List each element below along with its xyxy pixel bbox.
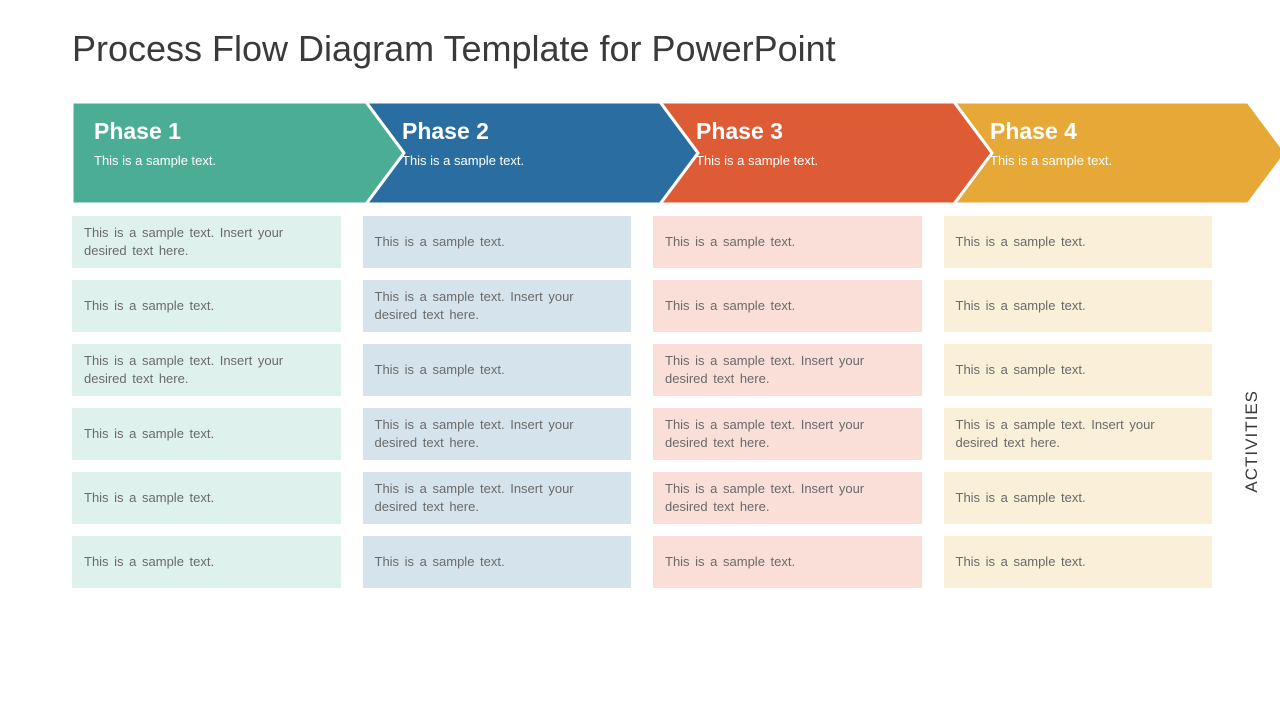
activity-cell: This is a sample text.: [72, 408, 341, 460]
activity-cell: This is a sample text.: [363, 344, 632, 396]
activity-cell: This is a sample text. Insert your desir…: [72, 216, 341, 268]
activity-cell: This is a sample text. Insert your desir…: [363, 408, 632, 460]
activity-cell: This is a sample text. Insert your desir…: [72, 344, 341, 396]
activity-cell: This is a sample text. Insert your desir…: [653, 344, 922, 396]
activity-cell: This is a sample text. Insert your desir…: [363, 472, 632, 524]
activity-cell: This is a sample text.: [653, 216, 922, 268]
activity-cell: This is a sample text.: [944, 536, 1213, 588]
activity-cell: This is a sample text.: [653, 536, 922, 588]
activity-cell: This is a sample text. Insert your desir…: [944, 408, 1213, 460]
phase-title: Phase 1: [94, 118, 216, 145]
activity-cell: This is a sample text.: [72, 280, 341, 332]
phase-subtitle: This is a sample text.: [94, 153, 216, 168]
phase-title: Phase 2: [402, 118, 524, 145]
phase-chevron-2: Phase 2 This is a sample text.: [366, 102, 660, 204]
activity-column-1: This is a sample text. Insert your desir…: [72, 216, 341, 588]
activities-side-label: ACTIVITIES: [1242, 390, 1262, 493]
phase-title: Phase 3: [696, 118, 818, 145]
phase-chevron-1: Phase 1 This is a sample text.: [72, 102, 366, 204]
activity-column-4: This is a sample text. This is a sample t…: [944, 216, 1213, 588]
page-title: Process Flow Diagram Template for PowerP…: [72, 28, 836, 70]
activity-cell: This is a sample text.: [363, 216, 632, 268]
activity-cell: This is a sample text.: [944, 344, 1213, 396]
activity-column-2: This is a sample text. This is a sample t…: [363, 216, 632, 588]
phase-subtitle: This is a sample text.: [696, 153, 818, 168]
activity-cell: This is a sample text.: [653, 280, 922, 332]
activity-cell: This is a sample text.: [363, 536, 632, 588]
phase-subtitle: This is a sample text.: [990, 153, 1112, 168]
activity-cell: This is a sample text. Insert your desir…: [363, 280, 632, 332]
activity-column-3: This is a sample text. This is a sample t…: [653, 216, 922, 588]
activity-cell: This is a sample text.: [944, 280, 1213, 332]
activity-cell: This is a sample text.: [72, 472, 341, 524]
activities-grid: This is a sample text. Insert your desir…: [72, 216, 1212, 588]
activity-cell: This is a sample text. Insert your desir…: [653, 408, 922, 460]
phase-title: Phase 4: [990, 118, 1112, 145]
phase-chevron-3: Phase 3 This is a sample text.: [660, 102, 954, 204]
phase-chevron-4: Phase 4 This is a sample text.: [954, 102, 1248, 204]
phase-chevron-row: Phase 1 This is a sample text. Phase 2 T…: [72, 102, 1252, 204]
phase-subtitle: This is a sample text.: [402, 153, 524, 168]
activity-cell: This is a sample text.: [72, 536, 341, 588]
activity-cell: This is a sample text.: [944, 216, 1213, 268]
activity-cell: This is a sample text.: [944, 472, 1213, 524]
activity-cell: This is a sample text. Insert your desir…: [653, 472, 922, 524]
